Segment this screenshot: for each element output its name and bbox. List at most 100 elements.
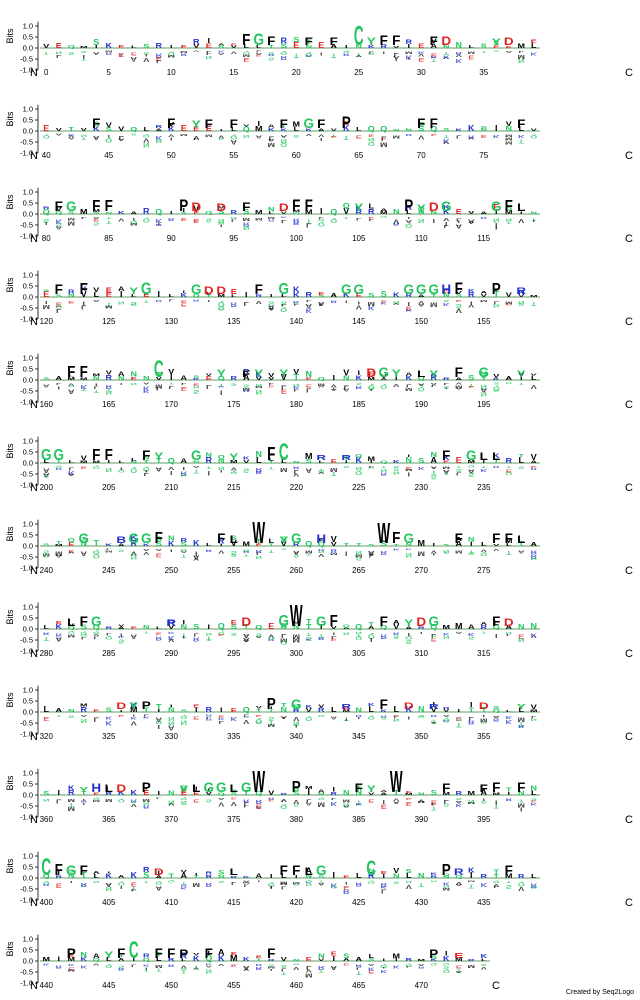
logo-letter-g: G [466, 448, 476, 463]
logo-letter-negative: V [418, 134, 424, 140]
logo-letter-minor: Q [343, 624, 350, 627]
logo-letter-negative: S [243, 467, 249, 474]
logo-letter-negative: L [293, 469, 299, 476]
logo-letter-negative: R [468, 719, 475, 726]
logo-letter-minor: T [206, 294, 213, 298]
logo-letter-minor: E [193, 125, 199, 133]
logo-letter-negative: R [381, 471, 387, 476]
y-tick-label: 0.0 [23, 376, 33, 385]
x-tick-label: 230 [415, 483, 429, 492]
logo-letter-negative: A [43, 467, 50, 474]
logo-letter-negative: N [218, 221, 225, 225]
logo-letter-minor: M [305, 451, 312, 461]
logo-letter-c: C [366, 856, 376, 880]
logo-letter-negative: E [181, 386, 187, 393]
logo-letter-negative: T [306, 218, 312, 225]
logo-letter-minor: I [182, 207, 185, 214]
logo-letter-minor: L [69, 374, 74, 377]
logo-letter-r: R [454, 868, 465, 878]
logo-letter-minor: R [205, 455, 212, 465]
logo-letter-negative: M [330, 552, 338, 555]
logo-letter-minor: A [118, 875, 124, 879]
logo-letter-minor: V [331, 625, 337, 630]
logo-letter-minor: N [318, 793, 325, 796]
logo-letter-negative: I [57, 385, 60, 390]
logo-letter-negative: M [205, 133, 213, 136]
logo-letter-negative: K [68, 133, 75, 136]
y-tick-label: 1.0 [23, 520, 33, 529]
logo-letter-negative: R [156, 299, 163, 302]
logo-letter-negative: S [418, 714, 425, 717]
logo-letter-minor: Q [68, 45, 76, 49]
logo-letter-negative: K [493, 134, 500, 138]
logo-letter-minor: A [268, 125, 274, 129]
logo-letter-negative: S [281, 300, 287, 306]
x-tick-label: 240 [40, 566, 54, 575]
logo-letter-minor: V [506, 291, 513, 299]
logo-letter-minor: N [143, 375, 149, 381]
logo-letter-minor: R [506, 456, 513, 465]
logo-letter-negative: E [181, 299, 188, 302]
logo-letter-minor: S [293, 790, 299, 797]
logo-letter-minor: L [356, 871, 361, 880]
logo-letter-negative: V [93, 633, 100, 636]
logo-letter-minor: S [231, 790, 237, 796]
logo-letter-minor: M [468, 459, 476, 464]
logo-letter-negative: S [281, 964, 287, 969]
logo-letter-negative: A [456, 223, 463, 230]
logo-letter-minor: R [156, 42, 163, 50]
logo-letter-negative: E [343, 884, 349, 891]
logo-letter-negative: A [256, 52, 263, 55]
logo-letter-f: F [80, 863, 88, 878]
logo-letter-minor: S [143, 43, 149, 50]
logo-letter-negative: V [481, 966, 487, 970]
logo-letter-negative: I [433, 218, 435, 225]
logo-letter-minor: L [231, 294, 236, 298]
logo-letter-negative: M [193, 882, 200, 889]
logo-letter-minor: N [218, 873, 225, 879]
logo-letter-negative: T [331, 471, 337, 478]
logo-letter-negative: K [218, 385, 225, 387]
logo-letter-minor: S [381, 540, 387, 547]
y-tick-label: 1.0 [23, 22, 33, 31]
logo-letter-minor: I [132, 956, 135, 963]
logo-letter-negative: E [256, 714, 263, 717]
logo-letter-negative: T [356, 970, 362, 976]
logo-letter-minor: Q [455, 874, 463, 879]
logo-letter-minor: K [243, 456, 251, 461]
logo-letter-minor: I [332, 374, 335, 382]
logo-letter-negative: N [143, 141, 150, 148]
logo-letter-minor: S [481, 43, 488, 47]
logo-letter-negative: L [456, 217, 462, 222]
logo-letter-minor: T [493, 289, 499, 299]
logo-letter-minor: E [368, 369, 374, 378]
logo-letter-negative: E [368, 969, 374, 973]
logo-letter-minor: M [43, 956, 50, 963]
logo-letter-minor: M [368, 376, 376, 381]
logo-letter-negative: A [93, 134, 100, 140]
logo-letter-minor: A [393, 619, 400, 625]
logo-letter-minor: Q [218, 792, 226, 796]
logo-letter-negative: N [180, 800, 187, 804]
logo-letter-negative: Q [443, 963, 450, 966]
logo-letter-minor: S [368, 292, 374, 298]
logo-letter-negative: L [368, 465, 374, 468]
logo-letter-minor: I [470, 701, 473, 709]
logo-letter-y: Y [517, 703, 527, 711]
logo-letter-minor: T [169, 872, 175, 879]
c-terminus-label: C [625, 482, 633, 494]
logo-letter-minor: Q [43, 873, 50, 879]
x-tick-label: 185 [352, 400, 366, 409]
logo-letter-negative: S [368, 387, 375, 390]
x-tick-label: 175 [227, 400, 241, 409]
logo-letter-y: Y [217, 367, 226, 379]
logo-letter-minor: N [393, 129, 400, 132]
logo-letter-negative: K [406, 548, 413, 550]
logo-letter-minor: I [220, 129, 223, 132]
logo-letter-minor: N [168, 706, 175, 713]
logo-letter-negative: Q [243, 51, 251, 55]
logo-letter-minor: R [418, 626, 425, 630]
logo-letter-minor: N [218, 458, 225, 465]
logo-letter-negative: V [193, 557, 200, 561]
logo-letter-negative: M [105, 798, 113, 802]
